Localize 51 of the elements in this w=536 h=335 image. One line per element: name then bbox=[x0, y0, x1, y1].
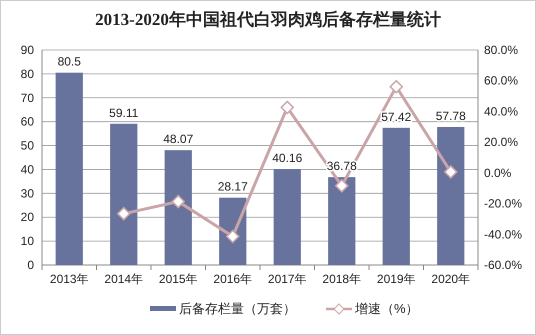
data-label: 40.16 bbox=[272, 151, 303, 166]
bar bbox=[437, 126, 464, 265]
y2-tick-label: -40.0% bbox=[484, 227, 522, 242]
x-tick-label: 2018年 bbox=[322, 272, 362, 286]
data-label: 57.42 bbox=[381, 110, 412, 124]
x-tick-label: 2013年 bbox=[50, 272, 89, 286]
y2-tick-label: 60.0% bbox=[484, 74, 518, 88]
y-tick-label: 50 bbox=[20, 138, 34, 153]
y2-tick-label: 40.0% bbox=[484, 104, 518, 118]
x-tick-label: 2017年 bbox=[268, 272, 307, 286]
chart-title: 2013-2020年中国祖代白羽肉鸡后备存栏量统计 bbox=[95, 10, 441, 29]
point bbox=[172, 194, 185, 208]
point bbox=[280, 100, 294, 114]
y-tick-label: 30 bbox=[20, 186, 34, 200]
point bbox=[390, 80, 403, 94]
y2-tick-label: -20.0% bbox=[484, 196, 522, 211]
bar bbox=[274, 169, 301, 265]
y-tick-label: 0 bbox=[27, 258, 34, 272]
y2-tick-label: 80.0% bbox=[484, 43, 518, 57]
x-tick-label: 2016年 bbox=[213, 272, 252, 286]
bar bbox=[328, 177, 356, 265]
y2-tick-label: 20.0% bbox=[484, 135, 518, 150]
bar bbox=[164, 150, 192, 265]
y-tick-label: 70 bbox=[20, 90, 34, 105]
x-tick-label: 2015年 bbox=[158, 272, 198, 286]
y-tick-label: 90 bbox=[20, 43, 34, 57]
point bbox=[335, 179, 348, 193]
bar bbox=[110, 124, 138, 265]
y-tick-label: 60 bbox=[20, 114, 34, 129]
y-tick-label: 10 bbox=[20, 234, 34, 248]
point bbox=[226, 230, 240, 244]
data-label: 80.5 bbox=[58, 54, 82, 69]
y-tick-label: 40 bbox=[20, 162, 34, 176]
y-tick-label: 80 bbox=[20, 66, 34, 81]
data-label: 36.78 bbox=[326, 159, 358, 174]
y2-tick-label: 0.0% bbox=[484, 166, 512, 180]
point bbox=[117, 206, 130, 220]
x-tick-label: 2019年 bbox=[376, 272, 416, 286]
x-tick-label: 2020年 bbox=[431, 272, 470, 286]
data-label: 48.07 bbox=[163, 132, 194, 146]
bar bbox=[382, 128, 410, 265]
legend-label: 后备存栏量（万套） bbox=[179, 301, 296, 316]
data-label: 57.78 bbox=[436, 108, 466, 123]
legend-label: 增速（%） bbox=[354, 301, 419, 316]
point bbox=[444, 165, 458, 179]
y2-tick-label: -60.0% bbox=[484, 258, 522, 272]
y-tick-label: 20 bbox=[20, 210, 34, 224]
data-label: 59.11 bbox=[109, 106, 139, 120]
x-tick-label: 2014年 bbox=[104, 272, 144, 286]
bar bbox=[56, 72, 83, 265]
data-label: 28.17 bbox=[218, 180, 248, 194]
